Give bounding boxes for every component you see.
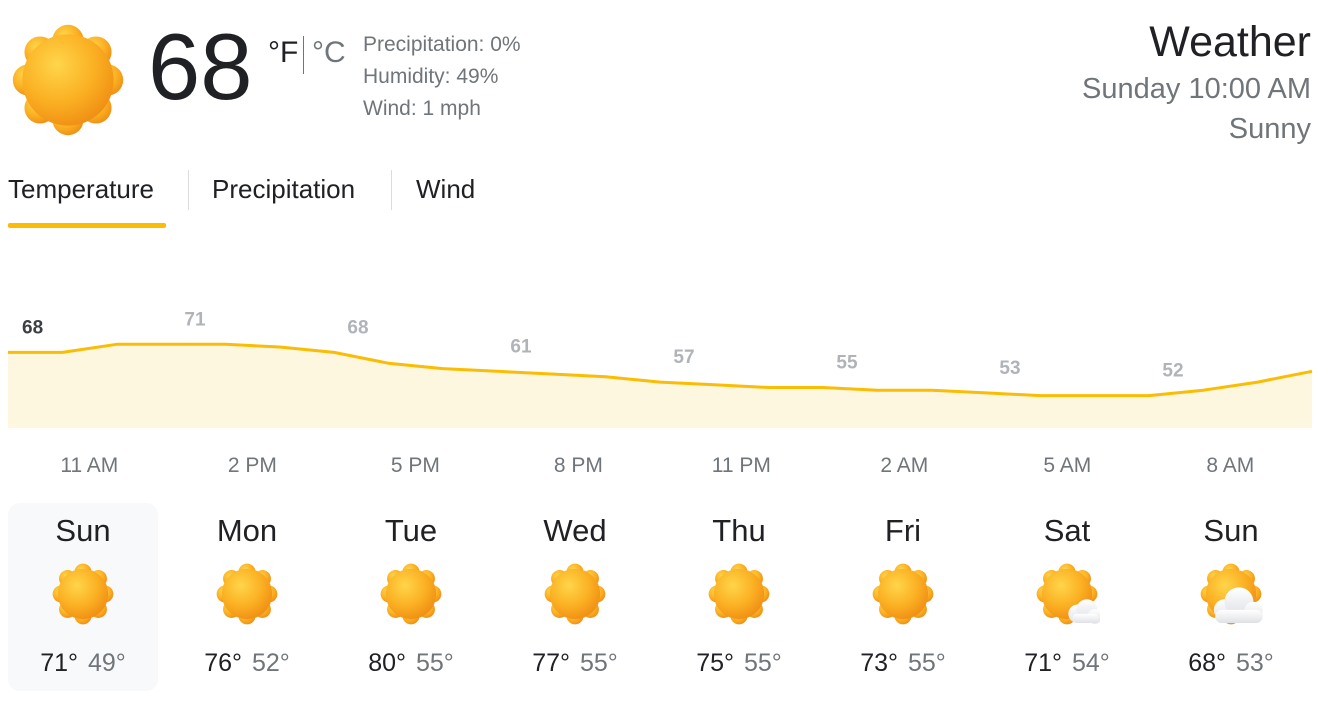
current-temperature: 68	[148, 14, 253, 119]
temperature-data-label: 55	[836, 353, 858, 374]
tab-divider	[188, 170, 189, 210]
forecast-day-mon[interactable]: Mon 76° 52°	[172, 503, 322, 691]
temperature-data-label: 61	[510, 336, 532, 357]
hour-tick-label: 11 PM	[711, 454, 771, 477]
forecast-day-sun[interactable]: Sun 71° 49°	[8, 503, 158, 691]
sunny-icon	[544, 563, 606, 625]
day-temperatures: 73° 55°	[828, 649, 978, 678]
hour-tick-label: 5 PM	[390, 454, 440, 477]
tab-precipitation[interactable]: Precipitation	[212, 174, 356, 204]
day-temperatures: 80° 55°	[336, 649, 486, 678]
high-temperature: 76°	[204, 649, 242, 677]
hour-tick-label: 2 PM	[227, 454, 277, 477]
forecast-day-tue[interactable]: Tue 80° 55°	[336, 503, 486, 691]
day-name: Sun	[55, 513, 111, 548]
temperature-area	[8, 344, 1312, 428]
temperature-data-label: 52	[1162, 361, 1183, 382]
low-temperature: 55°	[908, 649, 946, 677]
day-temperatures: 71° 54°	[992, 649, 1142, 678]
tab-wind[interactable]: Wind	[416, 174, 476, 204]
temperature-data-label: 53	[999, 358, 1020, 379]
active-tab-indicator	[8, 223, 166, 228]
low-temperature: 53°	[1236, 649, 1274, 677]
high-temperature: 75°	[696, 649, 734, 677]
hour-tick-label: 8 PM	[553, 454, 603, 477]
sunny-icon	[380, 563, 442, 625]
low-temperature: 55°	[580, 649, 618, 677]
low-temperature: 55°	[744, 649, 782, 677]
day-name: Sat	[1043, 513, 1091, 548]
weather-title: Weather	[1149, 18, 1311, 66]
day-temperatures: 76° 52°	[172, 649, 322, 678]
humidity-detail: Humidity: 49%	[363, 65, 499, 88]
day-name: Tue	[384, 513, 438, 548]
temperature-line	[8, 342, 1313, 398]
high-temperature: 71°	[1024, 649, 1062, 677]
hour-tick-label: 2 AM	[880, 454, 929, 477]
hour-tick-label: 5 AM	[1043, 454, 1092, 477]
high-temperature: 77°	[532, 649, 570, 677]
sunny-icon	[216, 563, 278, 625]
temperature-data-label: 57	[673, 347, 694, 368]
forecast-day-sun-next[interactable]: Sun 68° 53°	[1156, 503, 1306, 691]
date-time: Sunday 10:00 AM	[1082, 73, 1311, 105]
tab-divider	[391, 170, 392, 210]
high-temperature: 68°	[1188, 649, 1226, 677]
mostly-sunny-icon	[1036, 563, 1100, 625]
temperature-chart: 68 71 68 61 57 55 53 52	[8, 309, 1313, 428]
low-temperature: 54°	[1072, 649, 1110, 677]
day-name: Mon	[216, 513, 278, 548]
high-temperature: 71°	[40, 649, 78, 677]
partly-cloudy-icon	[1200, 563, 1263, 625]
forecast-day-sat[interactable]: Sat 71° 54°	[992, 503, 1142, 691]
day-name: Sun	[1203, 513, 1259, 548]
low-temperature: 49°	[88, 649, 126, 677]
sunny-icon	[52, 563, 114, 625]
unit-divider	[303, 36, 304, 74]
forecast-day-wed[interactable]: Wed 77° 55°	[500, 503, 650, 691]
low-temperature: 55°	[416, 649, 454, 677]
day-temperatures: 75° 55°	[664, 649, 814, 678]
hour-tick-label: 11 AM	[60, 454, 119, 477]
hour-tick-label: 8 AM	[1206, 454, 1255, 477]
weather-condition: Sunny	[1228, 113, 1311, 145]
wind-detail: Wind: 1 mph	[363, 97, 481, 120]
tab-temperature[interactable]: Temperature	[8, 174, 154, 204]
day-temperatures: 68° 53°	[1156, 649, 1306, 678]
day-name: Wed	[543, 513, 607, 548]
sunny-icon	[708, 563, 770, 625]
sunny-icon	[12, 24, 124, 136]
sunny-icon	[872, 563, 934, 625]
forecast-day-fri[interactable]: Fri 73° 55°	[828, 503, 978, 691]
high-temperature: 80°	[368, 649, 406, 677]
day-name: Fri	[884, 513, 922, 548]
day-temperatures: 71° 49°	[8, 649, 158, 678]
temperature-data-label: 68	[347, 317, 368, 338]
temperature-data-label: 68	[22, 317, 43, 338]
forecast-day-thu[interactable]: Thu 75° 55°	[664, 503, 814, 691]
temperature-data-label: 71	[184, 309, 206, 330]
high-temperature: 73°	[860, 649, 898, 677]
celsius-toggle[interactable]: °C	[312, 36, 346, 69]
precipitation-detail: Precipitation: 0%	[363, 33, 521, 56]
day-name: Thu	[712, 513, 766, 548]
fahrenheit-toggle[interactable]: °F	[268, 36, 299, 69]
day-temperatures: 77° 55°	[500, 649, 650, 678]
low-temperature: 52°	[252, 649, 290, 677]
